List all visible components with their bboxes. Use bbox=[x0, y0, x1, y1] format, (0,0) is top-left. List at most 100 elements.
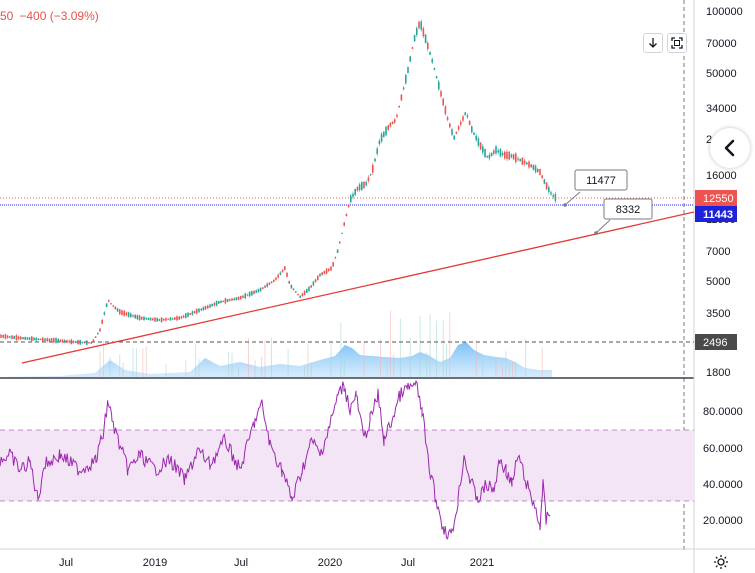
candle-body bbox=[400, 94, 403, 101]
candle-body bbox=[61, 339, 64, 343]
candle-body bbox=[427, 42, 429, 50]
candle-body bbox=[457, 126, 460, 130]
candle-body bbox=[323, 270, 326, 274]
callout-8332-text: 8332 bbox=[616, 204, 640, 216]
trendline[interactable] bbox=[21, 211, 695, 364]
candle-body bbox=[548, 187, 550, 193]
log-scale-button[interactable] bbox=[643, 33, 663, 53]
candle-body bbox=[431, 59, 433, 63]
candle-body bbox=[422, 28, 425, 37]
arrow-down-icon bbox=[649, 38, 657, 48]
candle-body bbox=[306, 288, 308, 293]
candle-body bbox=[341, 232, 343, 234]
candle-body bbox=[554, 194, 557, 201]
candle-body bbox=[235, 297, 238, 301]
candle-body bbox=[253, 290, 255, 295]
candle-body bbox=[499, 149, 502, 157]
callout-8332[interactable]: 8332 bbox=[594, 198, 653, 235]
candle-body bbox=[455, 131, 458, 134]
candle-body bbox=[185, 313, 187, 319]
candle-body bbox=[328, 268, 330, 271]
price-candles[interactable] bbox=[0, 19, 557, 346]
candle-body bbox=[215, 301, 218, 306]
candle-body bbox=[321, 272, 323, 276]
candle-body bbox=[312, 281, 315, 286]
candle-body bbox=[409, 56, 411, 62]
candle-body bbox=[497, 150, 499, 153]
candle-body bbox=[383, 131, 385, 138]
settings-button[interactable] bbox=[711, 552, 731, 572]
candle-body bbox=[6, 335, 9, 338]
candle-body bbox=[191, 311, 194, 315]
price-tick: 1800 bbox=[706, 367, 730, 379]
candle-body bbox=[391, 121, 394, 124]
candle-body bbox=[539, 169, 541, 175]
candle-body bbox=[407, 66, 409, 74]
candle-body bbox=[345, 213, 348, 217]
candle-body bbox=[226, 298, 229, 303]
candle-body bbox=[11, 335, 13, 340]
time-tick: Jul bbox=[59, 557, 73, 569]
candle-body bbox=[284, 266, 286, 270]
candle-body bbox=[259, 287, 262, 292]
candle-body bbox=[490, 152, 493, 157]
candle-body bbox=[411, 47, 414, 49]
candle-body bbox=[224, 298, 227, 304]
candle-body bbox=[64, 340, 66, 343]
candle-body bbox=[152, 318, 154, 321]
candle-body bbox=[504, 151, 506, 159]
candle-body bbox=[537, 168, 539, 172]
rsi-line[interactable] bbox=[0, 379, 551, 540]
candle-body bbox=[218, 301, 220, 304]
candle-body bbox=[262, 287, 264, 289]
candle-body bbox=[20, 336, 22, 340]
candle-body bbox=[290, 284, 293, 289]
price-tick: 34000 bbox=[706, 103, 737, 115]
candle-body bbox=[134, 314, 136, 319]
collapse-panel-button[interactable] bbox=[710, 128, 750, 168]
candle-body bbox=[438, 81, 440, 90]
candle-body bbox=[517, 158, 519, 160]
candle-body bbox=[244, 293, 246, 299]
candle-body bbox=[207, 305, 209, 309]
candle-body bbox=[435, 76, 438, 79]
candle-body bbox=[488, 154, 491, 159]
candle-body bbox=[145, 317, 147, 320]
candle-body bbox=[55, 338, 57, 343]
candle-body bbox=[356, 187, 359, 191]
candle-body bbox=[156, 318, 158, 322]
candle-body bbox=[101, 319, 103, 324]
candle-body bbox=[174, 317, 176, 320]
candle-body bbox=[295, 291, 297, 293]
candle-body bbox=[246, 294, 249, 296]
candle-body bbox=[394, 119, 396, 123]
candle-body bbox=[486, 156, 488, 158]
candle-body bbox=[189, 312, 191, 315]
candle-body bbox=[53, 338, 55, 343]
candle-body bbox=[79, 340, 81, 345]
callout-11477[interactable]: 11477 bbox=[563, 169, 628, 207]
time-axis[interactable]: Jul 2019 Jul 2020 Jul 2021 bbox=[59, 557, 494, 569]
candle-body bbox=[358, 184, 361, 191]
candle-body bbox=[466, 115, 469, 118]
candle-body bbox=[2, 334, 4, 338]
rsi-tick: 20.0000 bbox=[703, 515, 743, 527]
candle-body bbox=[350, 195, 352, 203]
rsi-axis[interactable]: 80.0000 60.0000 40.0000 20.0000 bbox=[703, 406, 743, 527]
price-tick: 50000 bbox=[706, 68, 737, 80]
price-tick: 16000 bbox=[706, 170, 737, 182]
candle-body bbox=[110, 303, 112, 305]
candle-body bbox=[372, 164, 374, 173]
candle-body bbox=[4, 334, 7, 339]
fullscreen-button[interactable] bbox=[667, 33, 687, 53]
candle-body bbox=[310, 285, 312, 288]
candle-body bbox=[160, 317, 163, 323]
candle-body bbox=[352, 193, 354, 198]
candle-body bbox=[248, 291, 251, 297]
candle-body bbox=[519, 158, 521, 162]
candle-body bbox=[264, 285, 266, 288]
candle-body bbox=[528, 161, 530, 168]
candle-body bbox=[446, 117, 449, 120]
